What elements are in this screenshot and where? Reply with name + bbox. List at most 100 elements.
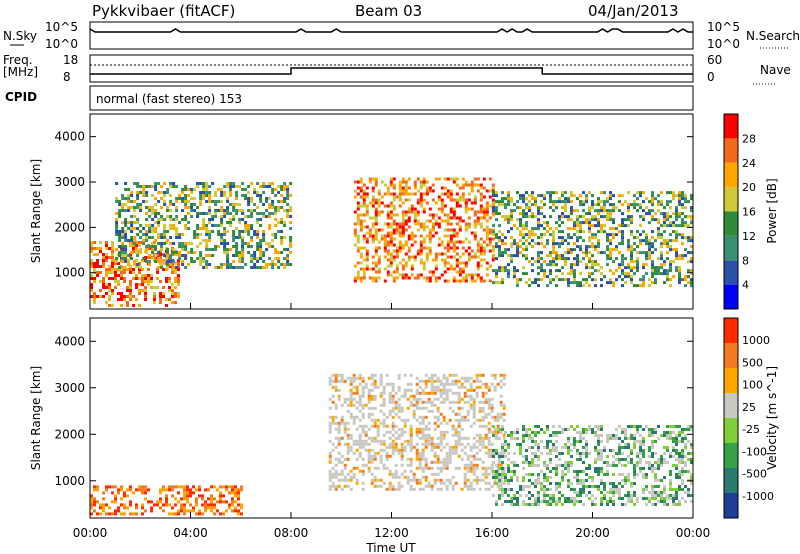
heatmap-cell [394,445,398,449]
heatmap-cell [657,203,660,207]
heatmap-cell [159,488,162,492]
heatmap-cell [618,452,621,455]
heatmap-cell [469,448,473,452]
heatmap-cell [467,252,471,256]
heatmap-cell [564,278,567,282]
heatmap-cell [379,478,383,482]
heatmap-cell [690,446,693,449]
heatmap-cell [522,227,525,231]
heatmap-cell [361,427,365,431]
heatmap-cell [543,500,546,503]
heatmap-cell [151,212,155,215]
heatmap-cell [469,403,473,407]
heatmap-cell [675,194,678,198]
heatmap-cell [382,385,386,389]
heatmap-cell [352,391,356,395]
heatmap-cell [237,509,240,513]
heatmap-cell [528,437,531,440]
heatmap-cell [666,242,669,246]
heatmap-cell [491,237,495,241]
heatmap-cell [621,473,624,476]
heatmap-cell [190,197,194,200]
heatmap-cell [452,246,456,250]
heatmap-cell [409,448,413,452]
heatmap-cell [633,248,636,252]
heatmap-cell [118,233,122,236]
heatmap-cell [361,430,365,434]
heatmap-cell [469,388,473,392]
heatmap-cell [594,434,597,437]
heatmap-cell [492,233,495,237]
heatmap-cell [669,431,672,434]
heatmap-cell [540,500,543,503]
heatmap-cell [219,494,222,498]
heatmap-cell [663,491,666,494]
heatmap-cell [229,263,233,266]
heatmap-cell [421,487,425,491]
heatmap-cell [265,263,269,266]
heatmap-cell [657,494,660,497]
heatmap-cell [597,428,600,431]
heatmap-cell [151,257,155,260]
heatmap-cell [485,219,489,223]
heatmap-cell [211,248,215,251]
heatmap-cell [684,500,687,503]
heatmap-cell [154,230,158,233]
heatmap-cell [256,257,260,260]
heatmap-cell [448,418,452,422]
heatmap-cell [516,497,519,500]
heatmap-cell [627,245,630,249]
heatmap-cell [142,242,146,245]
heatmap-cell [445,397,449,401]
heatmap-cell [645,263,648,267]
heatmap-cell [356,192,360,196]
heatmap-cell [618,458,621,461]
heatmap-cell [334,421,338,425]
heatmap-cell [397,388,401,392]
heatmap-cell [102,280,105,283]
heatmap-cell [180,506,183,510]
heatmap-cell [612,260,615,264]
heatmap-cell [639,434,642,437]
heatmap-cell [612,473,615,476]
heatmap-cell [522,440,525,443]
heatmap-cell [415,400,419,404]
heatmap-cell [225,488,228,492]
heatmap-cell [277,221,281,224]
heatmap-cell [627,209,630,213]
heatmap-cell [687,275,690,279]
heatmap-cell [549,503,552,506]
heatmap-cell [379,460,383,464]
heatmap-cell [280,263,284,266]
heatmap-cell [418,481,422,485]
heatmap-cell [579,431,582,434]
heatmap-cell [528,485,531,488]
heatmap-cell [463,400,467,404]
heatmap-cell [597,218,600,222]
heatmap-cell [145,260,149,263]
heatmap-cell [268,263,272,266]
heatmap-cell [274,206,278,209]
heatmap-cell [99,250,102,253]
heatmap-cell [648,491,651,494]
heatmap-cell [352,373,356,377]
heatmap-cell [567,482,570,485]
heatmap-cell [537,476,540,479]
heatmap-cell [228,491,231,495]
heatmap-cell [660,251,663,255]
heatmap-cell [416,201,420,205]
heatmap-cell [455,231,459,235]
heatmap-cell [549,254,552,258]
heatmap-cell [439,430,443,434]
heatmap-cell [142,185,146,188]
heatmap-cell [163,236,167,239]
heatmap-cell [443,186,447,190]
heatmap-cell [648,251,651,255]
heatmap-cell [669,263,672,267]
heatmap-cell [406,418,410,422]
heatmap-cell [373,439,377,443]
heatmap-cell [214,212,218,215]
heatmap-cell [470,201,474,205]
heatmap-cell [144,491,147,495]
heatmap-cell [349,391,353,395]
